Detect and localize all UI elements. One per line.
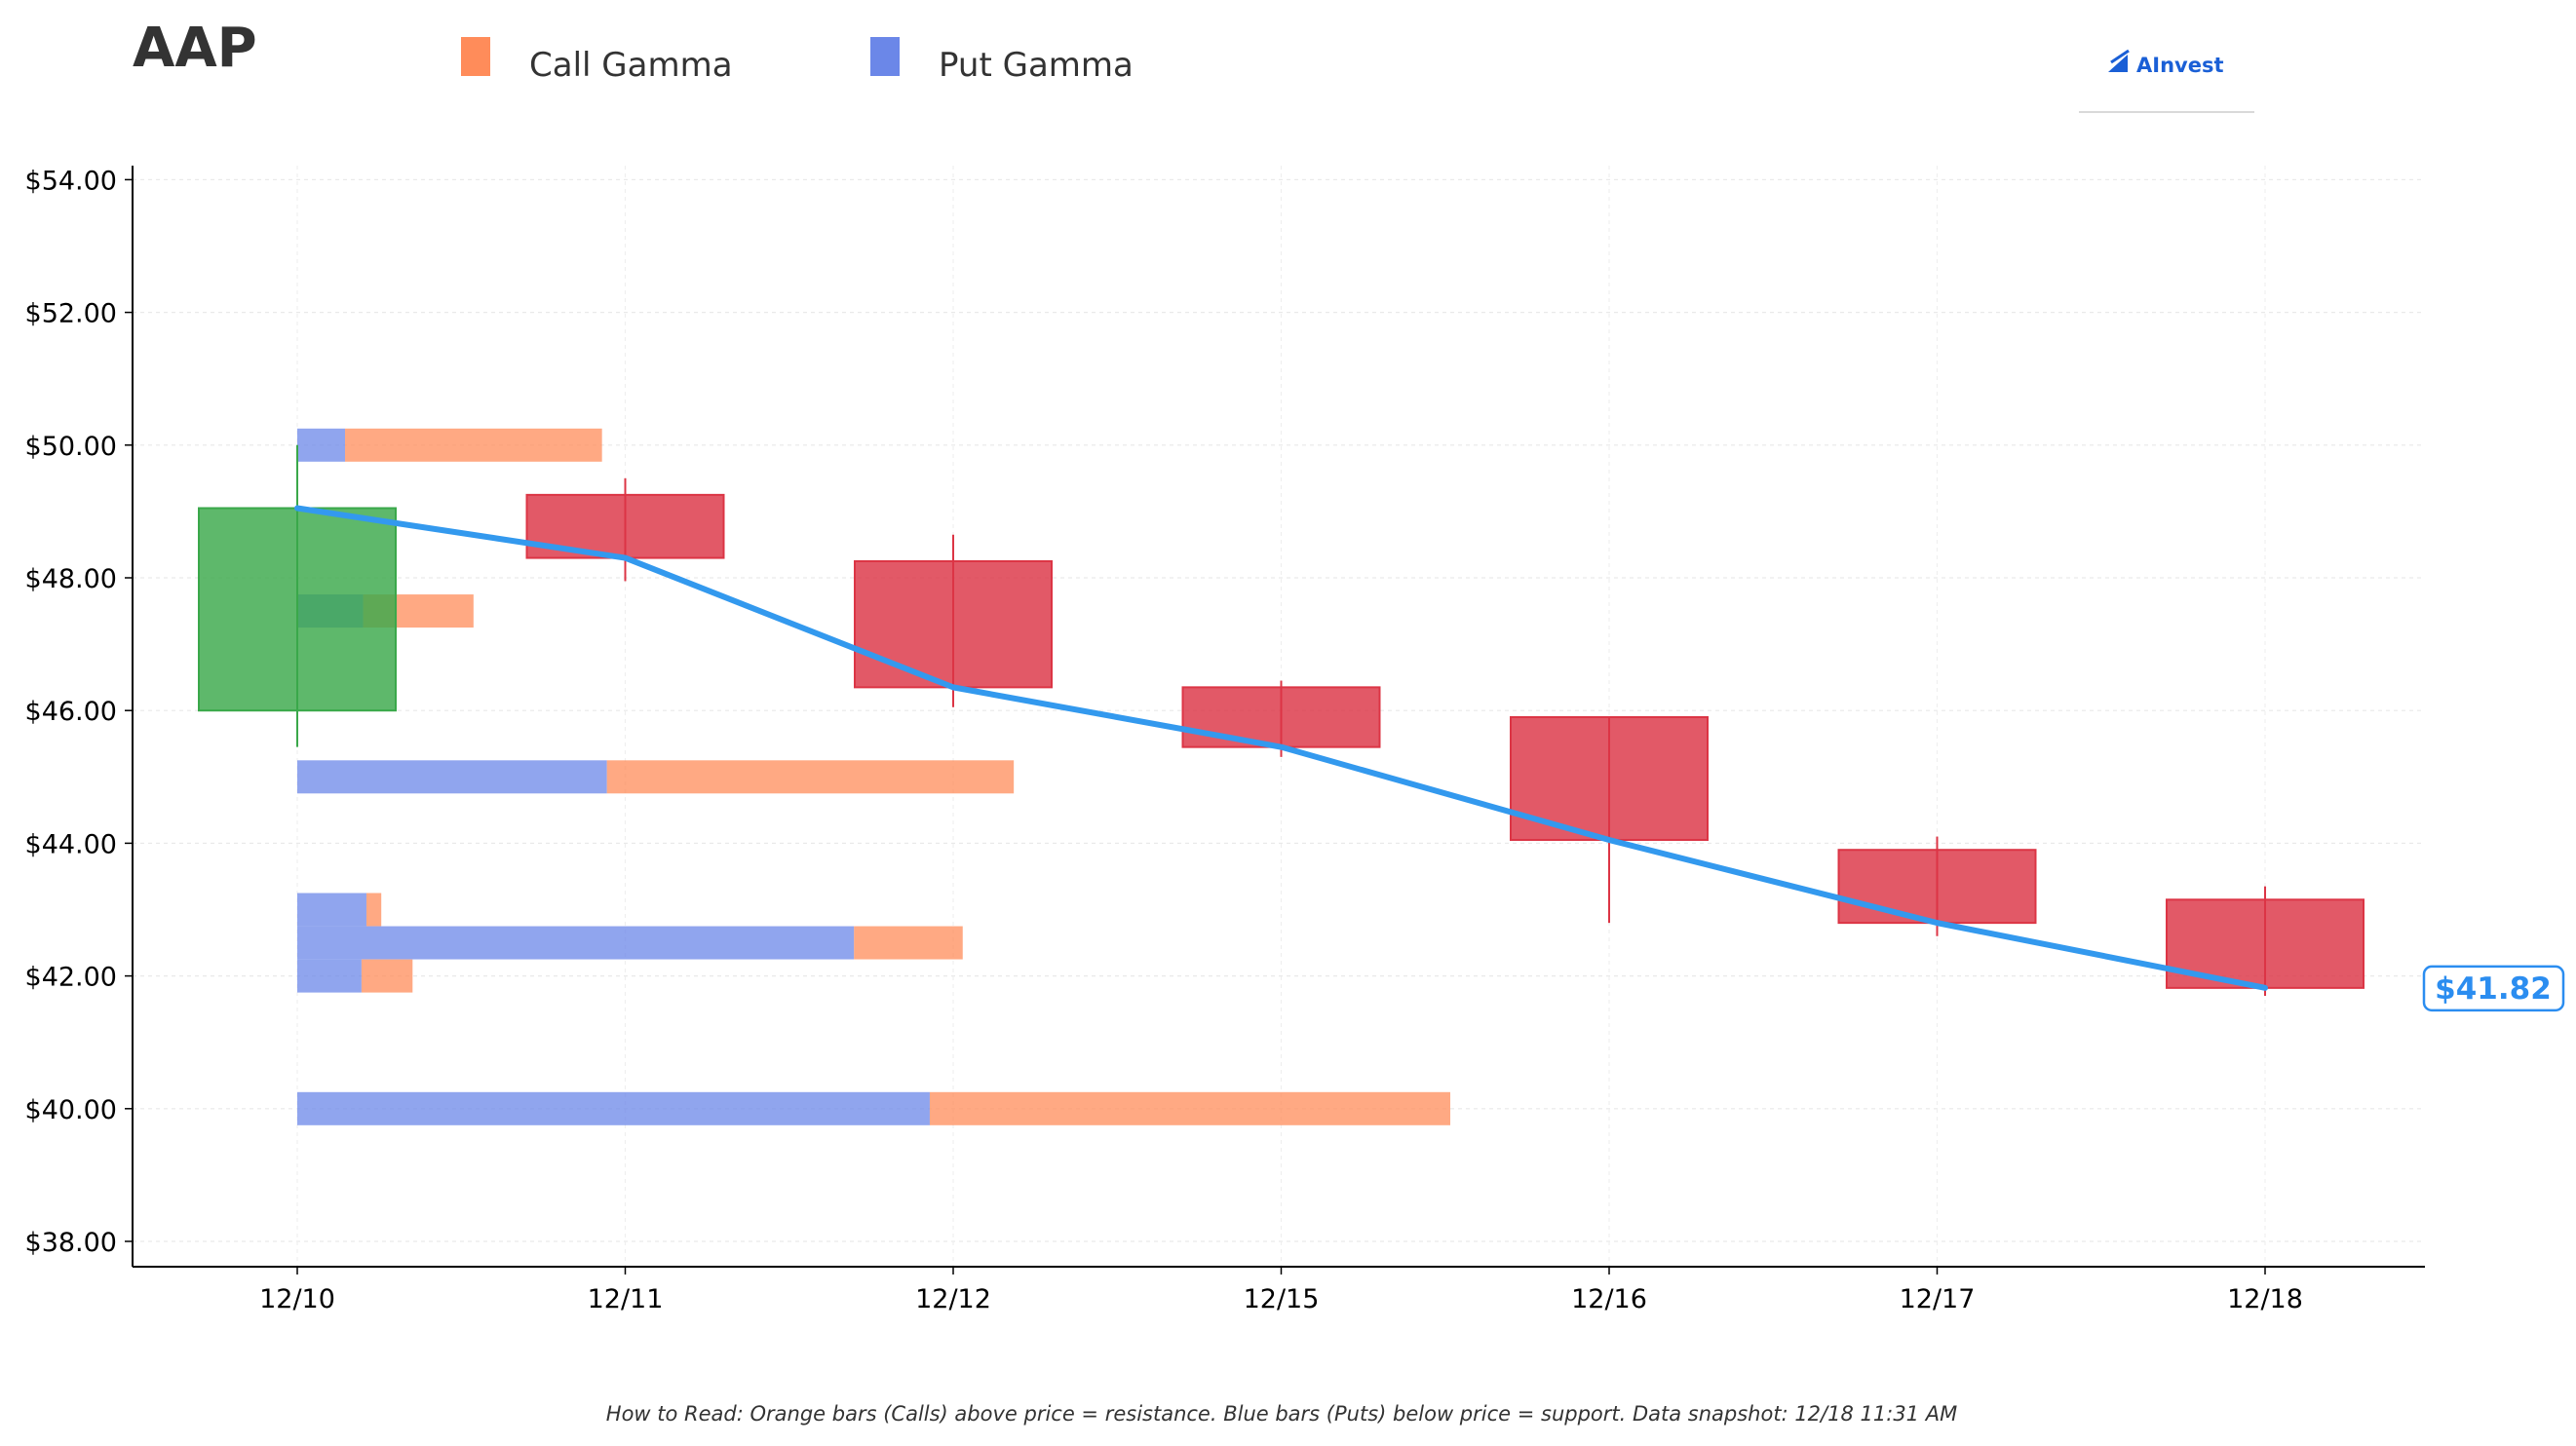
x-tick-label: 12/10 bbox=[259, 1284, 335, 1314]
legend: Call Gamma Put Gamma bbox=[461, 37, 1134, 85]
logo-text: AInvest bbox=[2136, 54, 2224, 77]
tick-labels: $38.00 $40.00 $42.00 $44.00 $46.00 $48.00 $50.… bbox=[25, 166, 2303, 1314]
put-gamma-bar bbox=[297, 893, 366, 927]
price-tag-label: $41.82 bbox=[2435, 971, 2552, 1007]
call-gamma-bar bbox=[929, 1091, 1450, 1125]
x-tick-label: 12/18 bbox=[2227, 1284, 2303, 1314]
chart-title: AAP bbox=[133, 17, 257, 80]
y-tick-label: $38.00 bbox=[25, 1228, 117, 1258]
candle-body-down bbox=[854, 559, 1053, 689]
legend-swatch-put bbox=[870, 37, 900, 76]
candle-body-down bbox=[1837, 849, 2037, 925]
x-tick-label: 12/11 bbox=[588, 1284, 664, 1314]
y-tick-label: $50.00 bbox=[25, 432, 117, 462]
y-tick-label: $44.00 bbox=[25, 829, 117, 859]
legend-swatch-call bbox=[461, 37, 490, 76]
legend-label-call: Call Gamma bbox=[529, 46, 733, 85]
candle-body-down bbox=[525, 493, 725, 559]
y-tick-label: $52.00 bbox=[25, 299, 117, 329]
y-tick-label: $54.00 bbox=[25, 166, 117, 196]
logo: AInvest bbox=[2079, 49, 2254, 113]
x-tick-label: 12/16 bbox=[1571, 1284, 1647, 1314]
price-line bbox=[294, 505, 2268, 991]
put-gamma-bar bbox=[297, 926, 855, 960]
legend-label-put: Put Gamma bbox=[939, 46, 1134, 85]
y-tick-label: $48.00 bbox=[25, 564, 117, 594]
price-tag-box bbox=[2422, 965, 2565, 1012]
axes bbox=[125, 166, 2425, 1275]
footnote: How to Read: Orange bars (Calls) above p… bbox=[606, 1402, 1957, 1426]
logo-icon bbox=[2108, 49, 2130, 72]
x-tick-label: 12/17 bbox=[1900, 1284, 1976, 1314]
call-gamma-bar bbox=[361, 959, 413, 993]
y-tick-label: $46.00 bbox=[25, 697, 117, 727]
candle-body-down bbox=[1181, 686, 1381, 748]
x-tick-label: 12/15 bbox=[1244, 1284, 1320, 1314]
candle-body-up bbox=[198, 507, 397, 712]
call-gamma-bar bbox=[345, 428, 602, 462]
put-gamma-bar bbox=[297, 760, 607, 794]
call-gamma-bar bbox=[365, 893, 382, 927]
x-tick-label: 12/12 bbox=[915, 1284, 991, 1314]
put-gamma-bar bbox=[297, 959, 362, 993]
y-tick-label: $42.00 bbox=[25, 963, 117, 993]
price-line-layer bbox=[294, 505, 2268, 991]
call-gamma-bar bbox=[854, 926, 963, 960]
put-gamma-bar bbox=[297, 428, 346, 462]
y-tick-label: $40.00 bbox=[25, 1095, 117, 1125]
gamma-bars bbox=[297, 428, 1450, 1125]
put-gamma-bar bbox=[297, 1091, 930, 1125]
call-gamma-bar bbox=[606, 760, 1015, 794]
candles bbox=[198, 444, 2365, 997]
current-price-tag: $41.82 bbox=[2422, 965, 2565, 1012]
